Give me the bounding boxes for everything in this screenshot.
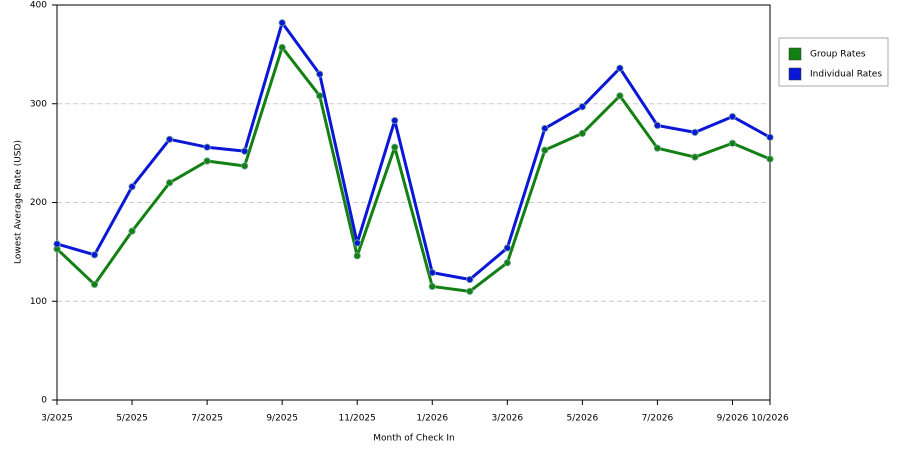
data-point [353,239,361,247]
data-point [653,144,662,152]
data-point [53,240,61,248]
y-tick-label: 100 [30,297,47,307]
data-point [541,146,549,154]
x-tick-label: 5/2025 [116,414,148,424]
data-point [316,92,324,100]
data-point [728,139,737,147]
legend-swatch [788,47,802,61]
data-point [691,128,699,136]
x-tick-label: 10/2026 [751,414,789,424]
legend-label: Individual Rates [810,70,882,80]
data-point [766,133,774,141]
data-point [203,157,211,165]
data-point [616,92,624,100]
data-point [241,147,249,155]
data-point [541,124,549,133]
y-tick-label: 200 [30,198,47,208]
x-axis-label: Month of Check In [373,434,455,444]
x-tick-label: 1/2026 [416,414,448,424]
data-point [578,103,586,111]
data-point [241,162,249,170]
data-point [503,244,511,252]
data-point [616,64,624,72]
data-point [428,269,436,277]
plot-frame [56,4,771,401]
data-point [203,143,211,151]
data-point [691,153,699,161]
data-point [278,19,286,27]
data-point [728,112,737,121]
x-tick-label: 7/2025 [191,414,223,424]
x-tick-label: 11/2025 [339,414,376,424]
data-point [428,282,436,291]
data-point [90,251,99,259]
data-point [466,287,474,295]
y-tick-label: 300 [30,99,47,109]
data-point [278,43,286,52]
x-tick-label: 9/2026 [717,414,749,424]
data-point [766,155,774,163]
data-point [391,116,399,125]
x-tick-label: 3/2026 [491,414,523,424]
series-line [55,45,771,293]
data-point [653,121,662,130]
x-tick-label: 5/2026 [567,414,599,424]
data-point [165,135,174,143]
legend-swatch [788,67,802,81]
data-point [353,252,361,260]
data-point [316,70,324,78]
y-tick-label: 0 [41,396,47,406]
data-point [466,275,474,284]
data-point [578,129,586,137]
legend-label: Group Rates [810,50,866,60]
y-tick-label: 400 [30,1,47,11]
y-axis-label: Lowest Average Rate (USD) [14,140,24,264]
series-line [56,21,771,282]
data-point [503,259,511,267]
x-tick-label: 7/2026 [642,414,674,424]
x-tick-label: 3/2025 [41,414,73,424]
x-tick-label: 9/2025 [266,414,298,424]
data-point [165,179,174,187]
data-point [90,280,99,289]
data-point [128,227,136,235]
data-point [391,143,399,151]
data-point [128,183,136,191]
